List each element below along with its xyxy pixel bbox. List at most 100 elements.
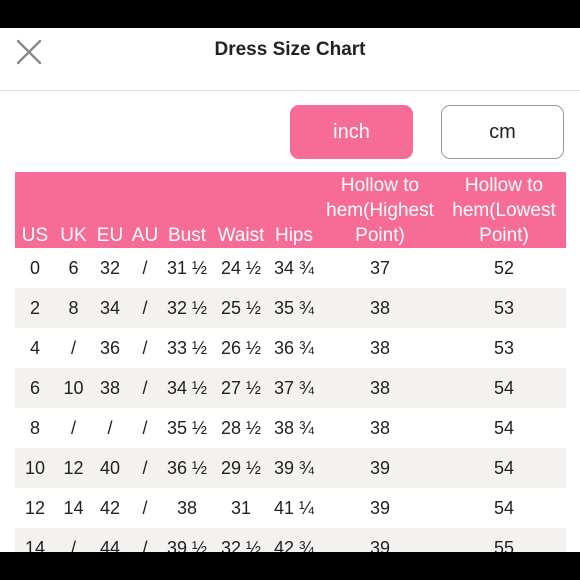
- table-cell: 38: [176, 497, 198, 518]
- table-row: 14/44/39 ½ 32 ½ 42 ¾ 39 55: [15, 528, 566, 552]
- table-cell: 31 ½: [166, 257, 208, 278]
- table-cell: 34: [92, 288, 128, 328]
- size-table-container: US UK EU AU Bust Waist Hips Hollow to hem(Highes…: [15, 172, 566, 552]
- table-cell: 6: [68, 257, 79, 278]
- table-cell: 41 ¼: [273, 497, 315, 518]
- table-cell: 0: [29, 257, 40, 278]
- table-row: 6 10 38/34 ½ 27 ½ 37 ¾ 38 54: [15, 368, 566, 408]
- column-header-text: Hips: [274, 225, 313, 246]
- column-header: Waist: [212, 172, 270, 248]
- table-row: 10 12 40/36 ½ 29 ½ 39 ¾ 39 54: [15, 448, 566, 488]
- inch-button[interactable]: inch: [290, 105, 413, 159]
- table-cell: 39 ½: [162, 528, 212, 552]
- table-cell: 8: [55, 288, 92, 328]
- table-cell: 38: [318, 288, 442, 328]
- top-bar: [0, 0, 580, 28]
- table-cell: 53: [493, 337, 515, 358]
- table-cell: 42 ¾: [270, 528, 318, 552]
- table-cell: /: [128, 448, 162, 488]
- column-header: Hollow to hem(Highest Point): [318, 172, 442, 248]
- table-cell: 39: [318, 528, 442, 552]
- table-cell: 38: [318, 368, 442, 408]
- column-header-text: Point): [355, 225, 405, 246]
- table-cell: /: [70, 337, 76, 358]
- column-header-text: AU: [131, 225, 159, 246]
- table-cell: 38: [369, 417, 391, 438]
- table-body: 0 6 32/31 ½ 24 ½ 34 ¾ 37 52 2 8 34/32 ½ 25 ½ 35 ¾ 38…: [15, 248, 566, 552]
- table-cell: 33 ½: [166, 337, 208, 358]
- column-header: UK: [55, 172, 92, 248]
- table-row: 0 6 32 / 31 ½ 24 ½ 34 ¾ 37 52: [15, 248, 566, 288]
- table-cell: 38 ¾: [273, 417, 315, 438]
- table-cell: 37: [369, 257, 391, 278]
- table-cell: /: [142, 417, 148, 438]
- column-header-text: UK: [60, 225, 87, 246]
- table-cell: /: [107, 417, 113, 438]
- table-cell: /: [128, 368, 162, 408]
- table-cell: 27 ½: [212, 368, 270, 408]
- table-row: 12 14 42 / 38 31 41 ¼ 39 54: [15, 488, 566, 528]
- table-cell: /: [142, 337, 148, 358]
- table-cell: 36: [99, 337, 121, 358]
- column-header-text: Bust: [167, 225, 207, 246]
- table-cell: 35 ¾: [270, 288, 318, 328]
- table-cell: 52: [493, 257, 515, 278]
- table-cell: 12: [24, 497, 46, 518]
- table-cell: 38: [369, 337, 391, 358]
- column-header: Hips: [270, 172, 318, 248]
- table-cell: /: [128, 528, 162, 552]
- table-row: 4 / 36 / 33 ½ 26 ½ 36 ¾ 38 53: [15, 328, 566, 368]
- table-cell: 10: [55, 368, 92, 408]
- table-cell: 32 ½: [162, 288, 212, 328]
- bottom-bar: [0, 552, 580, 580]
- column-header-text: hem(Lowest: [452, 200, 556, 221]
- column-header-text: Waist: [217, 225, 265, 246]
- table-cell: 54: [442, 368, 566, 408]
- column-header-text: Hollow to: [464, 175, 544, 196]
- table-row: 2 8 34/32 ½ 25 ½ 35 ¾ 38 53: [15, 288, 566, 328]
- table-cell: 8: [29, 417, 40, 438]
- column-header-text: Point): [479, 225, 529, 246]
- column-header: US: [15, 172, 55, 248]
- column-header-text: hem(Highest: [326, 200, 434, 221]
- table-cell: 14: [63, 497, 84, 518]
- table-header-row: US UK EU AU Bust Waist Hips Hollow to hem(Highes…: [15, 172, 566, 248]
- page-title: Dress Size Chart: [214, 39, 366, 60]
- table-cell: 38: [92, 368, 128, 408]
- table-cell: 55: [442, 528, 566, 552]
- table-cell: 4: [29, 337, 40, 358]
- table-cell: 54: [493, 417, 515, 438]
- column-header: Bust: [162, 172, 212, 248]
- table-cell: 44: [92, 528, 128, 552]
- table-cell: /: [142, 497, 148, 518]
- table-cell: 25 ½: [212, 288, 270, 328]
- table-cell: 31: [230, 497, 252, 518]
- table-cell: 32: [99, 257, 121, 278]
- table-cell: 28 ½: [220, 417, 262, 438]
- cm-button[interactable]: cm: [441, 105, 564, 159]
- table-cell: 39: [318, 448, 442, 488]
- column-header-text: Hollow to: [340, 175, 420, 196]
- table-cell: 36 ½: [162, 448, 212, 488]
- table-cell: 36 ¾: [273, 337, 315, 358]
- header: Dress Size Chart: [0, 28, 580, 91]
- column-header: EU: [92, 172, 128, 248]
- table-cell: 39: [369, 497, 391, 518]
- table-cell: 26 ½: [220, 337, 262, 358]
- table-cell: 34 ½: [162, 368, 212, 408]
- table-cell: 54: [442, 448, 566, 488]
- table-cell: /: [142, 257, 148, 278]
- table-cell: 54: [493, 497, 515, 518]
- table-cell: 42: [99, 497, 121, 518]
- table-cell: 32 ½: [212, 528, 270, 552]
- table-cell: 40: [92, 448, 128, 488]
- column-header-text: EU: [96, 225, 124, 246]
- table-cell: 53: [442, 288, 566, 328]
- table-cell: 35 ½: [166, 417, 208, 438]
- table-cell: /: [55, 528, 92, 552]
- table-cell: 2: [15, 288, 55, 328]
- close-icon[interactable]: [14, 37, 44, 67]
- column-header-text: US: [21, 225, 49, 246]
- column-header: AU: [128, 172, 162, 248]
